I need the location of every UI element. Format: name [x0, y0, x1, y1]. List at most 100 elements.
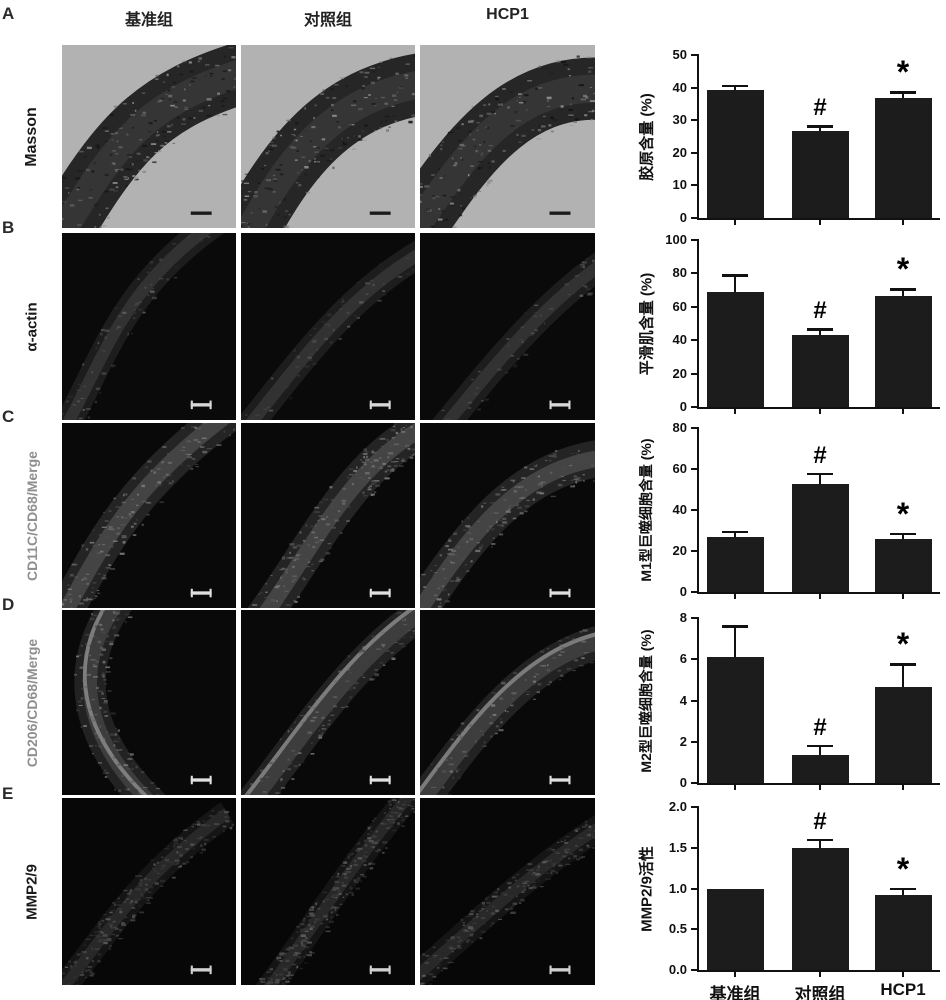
error-bar-cap [722, 625, 748, 628]
x-category-label-baseline: 基准组 [709, 985, 761, 1000]
y-tick [691, 119, 697, 122]
y-axis [697, 239, 699, 408]
row-label-1: Masson [23, 106, 40, 167]
y-tick [691, 550, 697, 552]
bar-baseline [706, 537, 764, 592]
micrograph-actin-hcp1 [420, 233, 595, 420]
error-bar-cap [722, 530, 748, 534]
y-tick-label: 6 [679, 651, 687, 667]
x-tick [902, 785, 904, 790]
y-tick [691, 372, 697, 375]
y-tick-label: 0.0 [668, 962, 687, 977]
y-tick-label: 40 [672, 79, 687, 95]
x-tick [902, 594, 904, 599]
bar-hcp1 [874, 295, 932, 407]
x-axis [697, 407, 940, 409]
micrograph-mmp-baseline [62, 798, 236, 985]
y-axis [697, 427, 699, 593]
bar-control [791, 335, 849, 407]
micrograph-mmp-control [241, 798, 415, 985]
y-tick [691, 740, 697, 743]
x-axis [697, 783, 940, 785]
x-tick [734, 972, 736, 977]
y-tick [691, 151, 697, 154]
panel-letter-b: B [2, 218, 15, 237]
y-tick [691, 239, 697, 241]
significance-star: * [896, 251, 910, 288]
x-tick [734, 409, 736, 414]
error-bar-cap [807, 472, 833, 476]
micrograph-masson-control [241, 45, 415, 228]
x-tick [819, 972, 821, 977]
column-header-1: 基准组 [124, 12, 174, 29]
error-bar-cap [890, 663, 916, 666]
y-tick-label: 80 [672, 265, 687, 281]
y-tick-label: 1.0 [668, 880, 687, 896]
scale-bar [369, 211, 391, 215]
x-tick [734, 594, 736, 599]
bar-baseline [706, 89, 764, 218]
y-tick [691, 468, 697, 470]
y-tick-label: 0 [679, 210, 687, 225]
row-label-4: CD206/CD68/Merge [24, 638, 40, 767]
y-tick [691, 509, 697, 511]
y-tick-label: 60 [672, 298, 687, 314]
row-label-3: CD11C/CD68/Merge [24, 450, 40, 581]
bar-baseline [706, 888, 764, 970]
x-axis [697, 592, 940, 594]
x-tick [902, 220, 904, 225]
y-axis [697, 806, 699, 971]
y-tick-label: 10 [672, 177, 687, 193]
y-tick-label: 20 [672, 144, 687, 160]
error-bar-cap [890, 532, 916, 536]
significance-hash: # [813, 94, 827, 122]
y-tick-label: 1.5 [668, 839, 687, 855]
scale-bar [549, 965, 571, 975]
y-tick [691, 305, 697, 308]
micrograph-cd206-hcp1 [420, 610, 595, 795]
y-tick [691, 272, 697, 275]
bar-baseline [706, 657, 764, 783]
y-tick [691, 846, 697, 849]
error-bar-cap [807, 328, 833, 331]
y-tick [691, 617, 697, 619]
column-header-2: 对照组 [303, 12, 353, 29]
micrograph-cd11c-hcp1 [420, 423, 595, 608]
y-tick [691, 406, 697, 408]
y-tick [691, 591, 697, 593]
x-tick [734, 785, 736, 790]
y-tick-label: 50 [672, 47, 687, 62]
y-tick-label: 0 [679, 775, 687, 790]
y-tick [691, 86, 697, 89]
scale-bar [549, 400, 571, 410]
x-tick [902, 409, 904, 414]
x-tick [819, 220, 821, 225]
chart-2-ylabel: 平滑肌含量 (%) [638, 272, 656, 375]
error-bar-cap [722, 274, 748, 277]
chart-1: 胶原含量 (%) 0 10 20 30 40 50 # * [630, 32, 946, 228]
bar-control [791, 483, 849, 592]
bar-hcp1 [874, 538, 932, 592]
error-bar-line [734, 626, 736, 658]
y-tick-label: 60 [672, 461, 687, 476]
significance-hash: # [813, 807, 827, 835]
chart-4: M2型巨噬细胞含量 (%) 0 2 4 6 8 # * [630, 602, 946, 793]
error-bar-cap [807, 744, 833, 748]
micrograph-actin-baseline [62, 233, 236, 420]
x-tick [902, 972, 904, 977]
scale-bar [190, 588, 212, 598]
error-bar-cap [722, 84, 748, 88]
bar-hcp1 [874, 97, 932, 218]
y-tick-label: 100 [665, 232, 687, 247]
x-tick [734, 220, 736, 225]
scale-bar [190, 775, 212, 785]
scale-bar [190, 965, 212, 975]
y-tick-label: 0 [679, 584, 687, 599]
y-tick-label: 80 [672, 420, 687, 435]
bar-hcp1 [874, 687, 932, 783]
y-tick [691, 699, 697, 702]
bar-control [791, 131, 849, 218]
bar-hcp1 [874, 895, 932, 970]
error-bar-line [819, 329, 821, 336]
y-tick [691, 54, 697, 56]
